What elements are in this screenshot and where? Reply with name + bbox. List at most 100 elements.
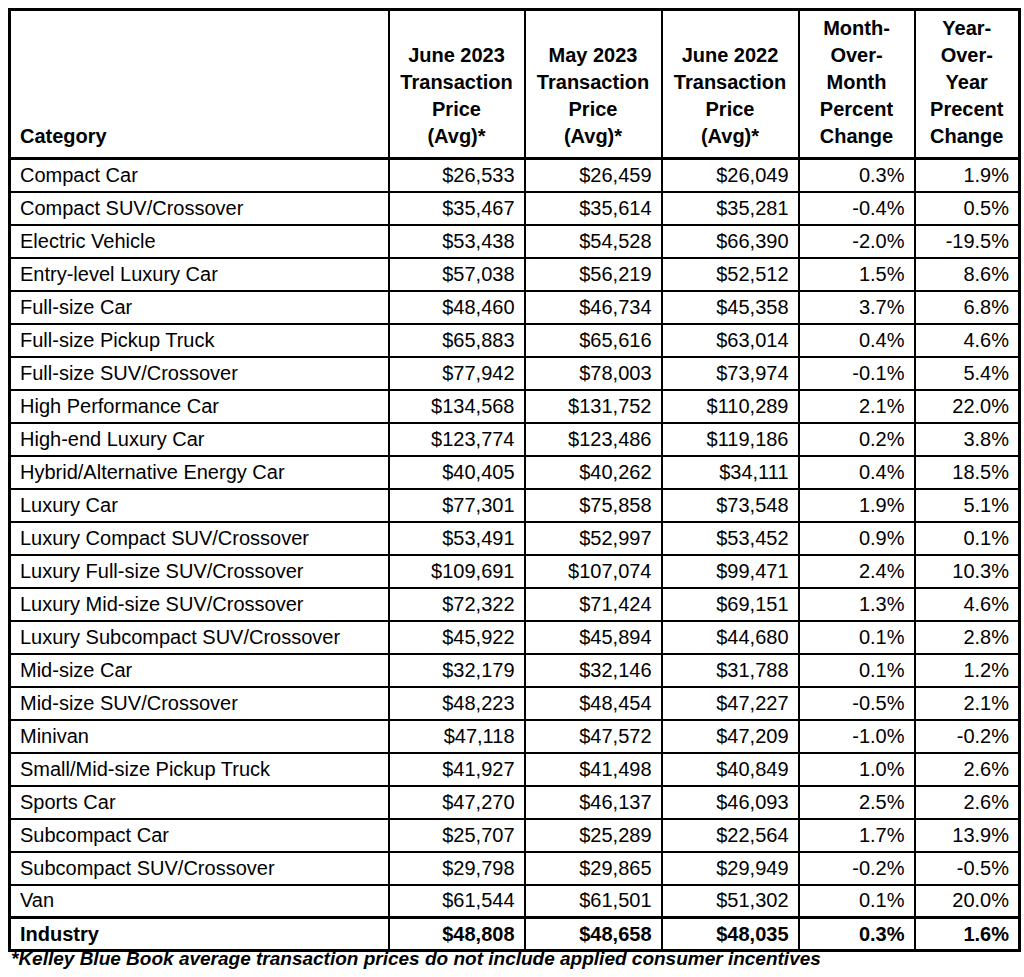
cell-mom: 1.7%: [799, 819, 915, 852]
table-row: Mid-size Car$32,179$32,146$31,7880.1%1.2…: [10, 654, 1020, 687]
cell-jun2022: $47,227: [662, 687, 799, 720]
cell-mom: 0.2%: [799, 423, 915, 456]
cell-mom: 0.9%: [799, 522, 915, 555]
cell-jun2023: $48,808: [389, 918, 525, 951]
table-row: Van$61,544$61,501$51,3020.1%20.0%: [10, 885, 1020, 918]
cell-jun2023: $48,223: [389, 687, 525, 720]
cell-may2023: $71,424: [525, 588, 662, 621]
cell-may2023: $41,498: [525, 753, 662, 786]
column-header-yoy-percent-change: Year- Over- Year Precent Change: [915, 10, 1020, 159]
table-row: Luxury Mid-size SUV/Crossover$72,322$71,…: [10, 588, 1020, 621]
cell-may2023: $29,865: [525, 852, 662, 885]
cell-yoy: 10.3%: [915, 555, 1020, 588]
cell-yoy: 5.1%: [915, 489, 1020, 522]
cell-mom: -0.4%: [799, 192, 915, 225]
cell-jun2023: $47,118: [389, 720, 525, 753]
cell-category: Minivan: [10, 720, 389, 753]
column-header-may-2023-price: May 2023 Transaction Price (Avg)*: [525, 10, 662, 159]
cell-may2023: $26,459: [525, 159, 662, 192]
cell-jun2023: $40,405: [389, 456, 525, 489]
cell-jun2023: $53,438: [389, 225, 525, 258]
cell-yoy: 6.8%: [915, 291, 1020, 324]
table-row: Entry-level Luxury Car$57,038$56,219$52,…: [10, 258, 1020, 291]
table-row: Luxury Car$77,301$75,858$73,5481.9%5.1%: [10, 489, 1020, 522]
cell-mom: -2.0%: [799, 225, 915, 258]
cell-mom: 1.5%: [799, 258, 915, 291]
transaction-price-table: Category June 2023 Transaction Price (Av…: [8, 8, 1021, 952]
cell-jun2022: $22,564: [662, 819, 799, 852]
cell-jun2022: $63,014: [662, 324, 799, 357]
table-row: Compact Car$26,533$26,459$26,0490.3%1.9%: [10, 159, 1020, 192]
cell-may2023: $54,528: [525, 225, 662, 258]
table-row: Luxury Compact SUV/Crossover$53,491$52,9…: [10, 522, 1020, 555]
cell-yoy: 18.5%: [915, 456, 1020, 489]
cell-may2023: $46,137: [525, 786, 662, 819]
table-row: Minivan$47,118$47,572$47,209-1.0%-0.2%: [10, 720, 1020, 753]
cell-mom: 2.5%: [799, 786, 915, 819]
cell-jun2023: $48,460: [389, 291, 525, 324]
cell-category: Luxury Subcompact SUV/Crossover: [10, 621, 389, 654]
cell-yoy: 2.1%: [915, 687, 1020, 720]
cell-category: Compact Car: [10, 159, 389, 192]
table-row: Subcompact SUV/Crossover$29,798$29,865$2…: [10, 852, 1020, 885]
cell-may2023: $78,003: [525, 357, 662, 390]
cell-yoy: -19.5%: [915, 225, 1020, 258]
cell-jun2022: $34,111: [662, 456, 799, 489]
table-row: Subcompact Car$25,707$25,289$22,5641.7%1…: [10, 819, 1020, 852]
cell-yoy: 2.6%: [915, 786, 1020, 819]
page: Category June 2023 Transaction Price (Av…: [0, 0, 1024, 977]
column-header-category: Category: [10, 10, 389, 159]
cell-may2023: $52,997: [525, 522, 662, 555]
cell-yoy: 4.6%: [915, 588, 1020, 621]
table-row: Hybrid/Alternative Energy Car$40,405$40,…: [10, 456, 1020, 489]
cell-jun2022: $45,358: [662, 291, 799, 324]
cell-jun2023: $77,942: [389, 357, 525, 390]
cell-yoy: 20.0%: [915, 885, 1020, 918]
cell-category: Luxury Full-size SUV/Crossover: [10, 555, 389, 588]
cell-jun2023: $32,179: [389, 654, 525, 687]
cell-may2023: $46,734: [525, 291, 662, 324]
cell-category: Mid-size SUV/Crossover: [10, 687, 389, 720]
cell-jun2023: $35,467: [389, 192, 525, 225]
cell-category: Full-size SUV/Crossover: [10, 357, 389, 390]
cell-mom: -1.0%: [799, 720, 915, 753]
cell-yoy: 1.2%: [915, 654, 1020, 687]
cell-jun2023: $47,270: [389, 786, 525, 819]
cell-jun2023: $57,038: [389, 258, 525, 291]
cell-jun2022: $47,209: [662, 720, 799, 753]
cell-mom: -0.1%: [799, 357, 915, 390]
cell-jun2023: $109,691: [389, 555, 525, 588]
cell-jun2023: $26,533: [389, 159, 525, 192]
cell-jun2023: $72,322: [389, 588, 525, 621]
cell-jun2022: $51,302: [662, 885, 799, 918]
cell-jun2022: $119,186: [662, 423, 799, 456]
cell-yoy: 3.8%: [915, 423, 1020, 456]
table-row-industry-total: Industry$48,808$48,658$48,0350.3%1.6%: [10, 918, 1020, 951]
cell-yoy: -0.2%: [915, 720, 1020, 753]
cell-may2023: $107,074: [525, 555, 662, 588]
cell-category: Electric Vehicle: [10, 225, 389, 258]
cell-mom: 0.4%: [799, 456, 915, 489]
cell-jun2022: $73,974: [662, 357, 799, 390]
cell-yoy: 5.4%: [915, 357, 1020, 390]
cell-jun2023: $29,798: [389, 852, 525, 885]
cell-yoy: 8.6%: [915, 258, 1020, 291]
cell-mom: 0.1%: [799, 654, 915, 687]
table-row: Sports Car$47,270$46,137$46,0932.5%2.6%: [10, 786, 1020, 819]
column-header-mom-percent-change: Month- Over- Month Percent Change: [799, 10, 915, 159]
cell-yoy: 2.6%: [915, 753, 1020, 786]
cell-yoy: 22.0%: [915, 390, 1020, 423]
table-row: Full-size Pickup Truck$65,883$65,616$63,…: [10, 324, 1020, 357]
cell-yoy: 0.5%: [915, 192, 1020, 225]
cell-category: Entry-level Luxury Car: [10, 258, 389, 291]
cell-jun2023: $61,544: [389, 885, 525, 918]
cell-jun2022: $44,680: [662, 621, 799, 654]
cell-yoy: 2.8%: [915, 621, 1020, 654]
cell-may2023: $40,262: [525, 456, 662, 489]
cell-mom: 0.3%: [799, 918, 915, 951]
cell-jun2022: $66,390: [662, 225, 799, 258]
cell-category: Full-size Pickup Truck: [10, 324, 389, 357]
cell-may2023: $48,658: [525, 918, 662, 951]
cell-jun2022: $35,281: [662, 192, 799, 225]
cell-jun2023: $25,707: [389, 819, 525, 852]
